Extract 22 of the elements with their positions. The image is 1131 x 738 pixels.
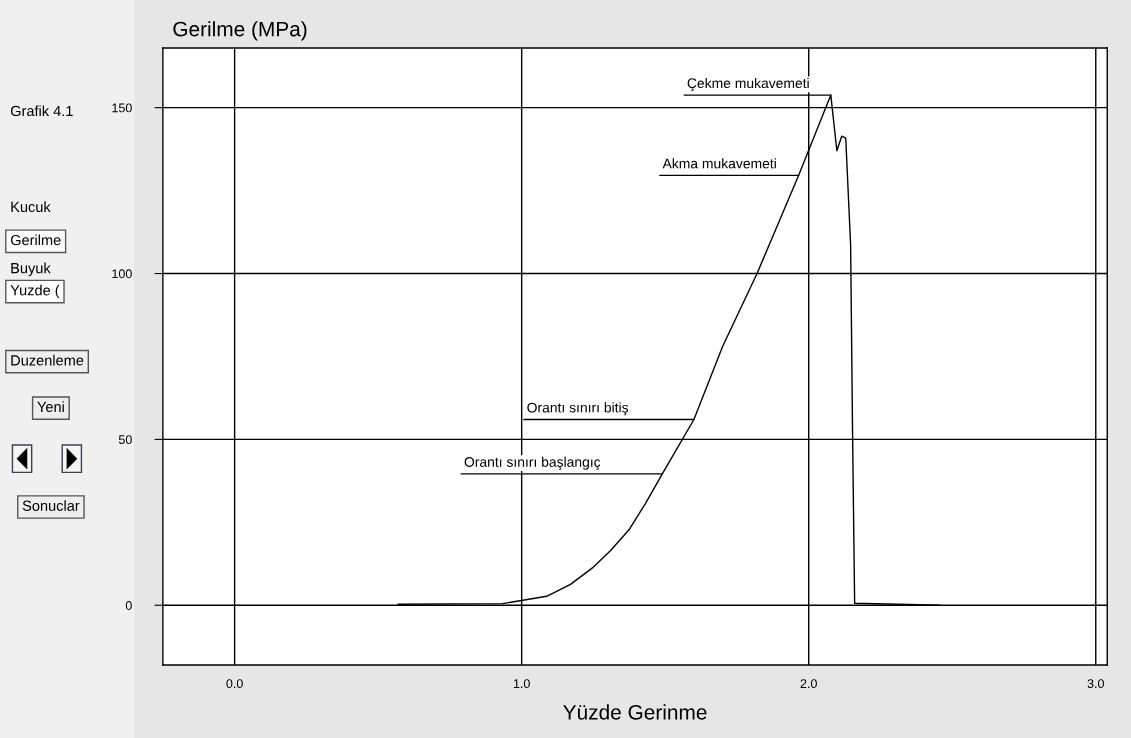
x-tick-label: 3.0 [1087,679,1104,689]
annotation: Akma mukavemeti [662,158,776,169]
y-tick-label: 0 [125,601,132,610]
x-tick-label: 0.0 [226,679,243,689]
annotation: Orantı sınırı bitiş [527,402,629,416]
y-tick-label: 150 [112,103,132,113]
x-tick-label: 1.0 [513,679,530,689]
x-tick-label: 2.0 [800,679,817,689]
y-tick-label: 50 [118,435,132,445]
text: Sonuclar [22,500,80,511]
text: Gerilme [10,234,61,246]
annotation: Çekme mukavemeti [687,77,809,91]
annotation: Orantı sınırı başlangıç [464,456,601,470]
text: Kucuk [11,201,51,213]
text: Grafik 4.1 [10,105,73,117]
y-tick-label: 100 [112,269,132,279]
text: Duzenleme [11,354,84,366]
text: Yuzde ( [10,284,60,299]
text: Buyuk [11,262,51,277]
text: Yeni [37,401,64,413]
y-axis-title: Gerilme (MPa) [173,21,307,41]
x-axis-title: Yüzde Gerinme [563,704,707,720]
